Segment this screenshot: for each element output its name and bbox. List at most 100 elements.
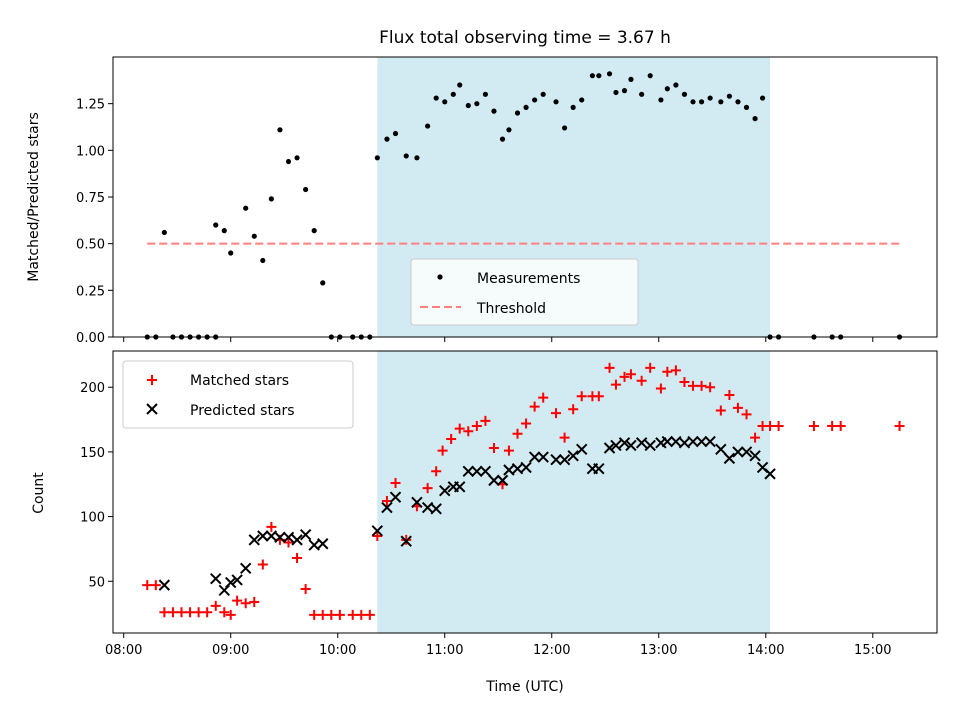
predicted-star-point [439,484,451,497]
predicted-star-point [299,528,312,541]
measurement-point [285,158,292,165]
x-tick-label: 15:00 [854,643,891,658]
measurement-point [482,91,489,97]
y-tick-label: 0.75 [76,191,105,206]
measurement-point [628,76,634,82]
predicted-star-point [723,452,736,465]
predicted-star-point [603,442,616,454]
chart-title: Flux total observing time = 3.67 h [379,28,671,48]
measurement-point [161,229,167,236]
measurement-point [752,116,758,122]
y-tick-label: 0.00 [76,331,105,346]
measurement-point [506,127,512,133]
measurement-point [442,99,448,105]
predicted-star-point [248,534,260,546]
matched-star-point [364,609,375,620]
matched-star-point [446,433,457,444]
measurement-point [589,73,596,79]
measurement-point [403,153,409,159]
predicted-star-point [462,465,474,478]
predicted-star-point [550,453,562,466]
matched-star-point [210,600,221,611]
matched-star-point [521,418,532,429]
measurement-point [243,205,249,211]
matched-star-point [773,421,784,432]
matched-star-point [249,596,260,607]
ratio-panel: 0.00 0.25 0.50 0.75 1.00 1.25 Measurements Thre… [76,56,938,346]
matched-star-point [662,366,673,377]
measurement-point [392,130,399,137]
measurement-point [465,102,471,109]
matched-star-point [679,377,690,388]
predicted-star-point [471,465,483,478]
predicted-star-point [576,443,588,456]
matched-star-point [593,391,604,402]
measurement-point [759,95,766,101]
matched-star-point [529,401,540,412]
matched-star-point [185,607,196,618]
measurement-point [213,222,219,228]
measurement-point [690,99,696,105]
measurement-point [743,104,750,110]
measurement-point [450,91,456,97]
measurement-point [579,97,585,103]
matched-star-point [894,421,905,432]
measurement-point [664,86,670,92]
matched-star-point [142,580,153,591]
measurement-point [457,82,463,88]
matched-star-point [431,466,442,477]
matched-star-point [232,595,243,606]
predicted-star-point [225,576,237,589]
measurement-point [658,97,664,103]
matched-star-point [167,607,178,618]
measurement-point [221,228,227,234]
x-tick-label: 09:00 [212,643,249,658]
axes-frame [112,350,938,634]
measurement-point [561,125,568,131]
matched-star-point [610,379,621,390]
legend-matched-marker [147,375,157,385]
measurement-point [532,97,538,103]
predicted-star-point [732,446,744,458]
measurement-point [311,228,317,234]
predicted-star-point [567,450,579,462]
x-tick-label: 11:00 [426,643,463,658]
matched-star-point [480,415,491,426]
predicted-star-point [520,461,532,474]
measurement-point [268,196,274,202]
predicted-star-point [687,435,699,448]
matched-star-point [309,609,320,620]
predicted-star-point [291,534,303,546]
measurement-point [735,99,741,105]
matched-star-point [266,521,277,532]
x-tick-label: 08:00 [105,643,142,658]
predicted-star-point [625,439,637,452]
top-y-axis-label: Matched/Predicted stars [26,112,42,282]
legend-measurements-marker [437,274,443,280]
predicted-star-point [257,530,269,542]
matched-star-point [454,423,465,434]
matched-star-point [655,383,666,394]
measurement-point [320,280,326,286]
predicted-star-point [635,437,648,449]
measurement-point [260,257,266,264]
y-tick-label: 100 [80,511,105,526]
matched-star-point [559,432,570,443]
y-tick-label: 1.25 [76,98,105,113]
matched-star-point [715,405,726,416]
matched-star-point [568,404,579,415]
matched-star-point [538,392,549,403]
predicted-star-point [695,435,708,448]
legend-predicted-marker [146,403,158,415]
x-tick-label: 10:00 [319,643,356,658]
y-tick-label: 50 [88,575,105,590]
measurement-point [491,108,497,114]
predicted-star-point [274,531,286,543]
predicted-star-point [381,501,393,514]
measurement-point [613,89,619,96]
matched-star-point [292,552,303,563]
predicted-star-point [537,451,549,463]
legend-measurements-label: Measurements [477,271,580,287]
matched-star-point [240,598,251,609]
